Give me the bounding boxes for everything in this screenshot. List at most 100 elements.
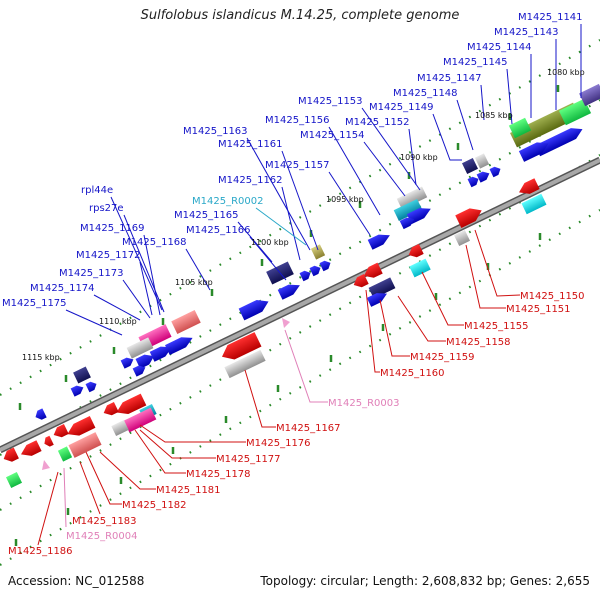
gene-labels: M1425_1141 M1425_1143 M1425_1144 M1425_1145… (2, 12, 585, 557)
gene-label[interactable]: M1425_1141 (518, 12, 583, 23)
gene-feature (35, 408, 47, 420)
gene-label[interactable]: M1425_1156 (265, 115, 330, 126)
label-leaders (37, 24, 582, 546)
gene-feature (455, 208, 482, 228)
label-leader (139, 429, 216, 459)
label-leader (134, 429, 186, 474)
gene-feature (558, 98, 592, 126)
gene-label[interactable]: M1425_1153 (298, 96, 363, 107)
gene-label[interactable]: M1425_1160 (380, 368, 445, 379)
gene-label[interactable]: M1425_1183 (72, 516, 137, 527)
scale-label: 1115 kbp (22, 353, 60, 362)
scale-labels: 1080 kbp 1085 kbp 1090 kbp 1095 kbp 1100 kbp… (22, 68, 585, 362)
gene-label[interactable]: M1425_1143 (494, 27, 559, 38)
gene-label[interactable]: M1425_1147 (417, 73, 482, 84)
gene-feature (3, 447, 19, 462)
label-leader (249, 236, 287, 281)
gene-label[interactable]: M1425_R0003 (328, 398, 399, 409)
label-leader (143, 234, 161, 316)
gene-label[interactable]: M1425_1154 (300, 130, 365, 141)
gene-label[interactable]: M1425_1178 (186, 469, 251, 480)
gene-label[interactable]: M1425_1162 (218, 175, 283, 186)
gene-label[interactable]: M1425_1158 (446, 337, 511, 348)
gene-label[interactable]: M1425_1157 (265, 160, 330, 171)
gene-feature (20, 440, 42, 456)
gene-label[interactable]: M1425_1186 (8, 546, 73, 557)
gene-feature (363, 262, 383, 278)
scale-label: 1090 kbp (400, 153, 438, 162)
gene-feature (489, 166, 501, 178)
gene-feature (5, 471, 23, 489)
label-leader (139, 424, 246, 443)
genome-backbone (0, 156, 600, 454)
gene-track (3, 83, 600, 489)
gene-feature (149, 346, 172, 362)
gene-feature (221, 332, 262, 360)
gene-feature (518, 178, 540, 194)
gene-label[interactable]: M1425_1148 (393, 88, 458, 99)
label-leader (465, 244, 506, 309)
rna-feature (42, 460, 50, 470)
gene-feature (111, 420, 129, 436)
gene-label[interactable]: M1425_1175 (2, 298, 67, 309)
gene-feature (123, 407, 157, 433)
label-leader (284, 329, 328, 403)
gene-feature (116, 393, 147, 415)
label-leader (244, 369, 276, 428)
gene-label[interactable]: M1425_1165 (174, 210, 239, 221)
genome-summary-text: Topology: circular; Length: 2,608,832 bp… (260, 574, 590, 588)
gene-label[interactable]: M1425_1152 (345, 117, 410, 128)
gene-label[interactable]: M1425_1149 (369, 102, 434, 113)
gene-label[interactable]: M1425_1163 (183, 126, 248, 137)
label-leader (456, 99, 474, 151)
gene-label[interactable]: rpl44e (81, 185, 113, 196)
gene-label[interactable]: M1425_1168 (122, 237, 187, 248)
gene-label[interactable]: M1425_1159 (410, 352, 475, 363)
label-leader (281, 150, 319, 251)
gene-label[interactable]: rps27e (89, 203, 124, 214)
gene-feature (68, 432, 102, 458)
gene-feature (135, 354, 155, 369)
label-leader (139, 261, 153, 316)
label-leader (65, 309, 123, 336)
label-leader (37, 471, 59, 546)
accession-text: Accession: NC_012588 (8, 574, 145, 588)
gene-feature (277, 284, 300, 300)
gene-label[interactable]: M1425_1177 (216, 454, 281, 465)
gene-feature (238, 299, 269, 321)
gene-label[interactable]: M1425_1150 (520, 291, 585, 302)
gene-label[interactable]: M1425_1176 (246, 438, 311, 449)
label-leader (99, 451, 156, 490)
label-leader (365, 289, 380, 373)
scale-label: 1110 kbp (99, 317, 137, 326)
gene-feature (367, 234, 390, 250)
label-leader (185, 248, 211, 291)
label-leader (255, 207, 307, 246)
gene-label[interactable]: M1425_1166 (186, 225, 251, 236)
gene-label[interactable]: M1425_1169 (80, 223, 145, 234)
gene-feature (53, 424, 69, 438)
gene-label[interactable]: M1425_1151 (506, 304, 571, 315)
gene-feature (453, 229, 471, 247)
gene-label[interactable]: M1425_1155 (464, 321, 529, 332)
label-leader (379, 299, 410, 357)
gene-feature (579, 83, 600, 107)
gene-label[interactable]: M1425_1174 (30, 283, 95, 294)
gene-label[interactable]: M1425_1173 (59, 268, 124, 279)
gene-label[interactable]: M1425_1172 (76, 250, 141, 261)
gene-feature (73, 366, 91, 384)
gene-label[interactable]: M1425_1161 (218, 139, 283, 150)
gene-feature (70, 385, 84, 397)
gene-feature (461, 157, 479, 175)
rna-feature (282, 318, 290, 328)
gene-feature (534, 128, 583, 157)
gene-feature (474, 153, 490, 169)
gene-label[interactable]: M1425_R0002 (192, 196, 263, 207)
gene-label[interactable]: M1425_1167 (276, 423, 341, 434)
gene-label[interactable]: M1425_1145 (443, 57, 508, 68)
gene-label[interactable]: M1425_R0004 (66, 531, 137, 542)
gene-label[interactable]: M1425_1144 (467, 42, 532, 53)
gene-label[interactable]: M1425_1181 (156, 485, 221, 496)
gene-feature (467, 176, 479, 188)
gene-label[interactable]: M1425_1182 (122, 500, 187, 511)
